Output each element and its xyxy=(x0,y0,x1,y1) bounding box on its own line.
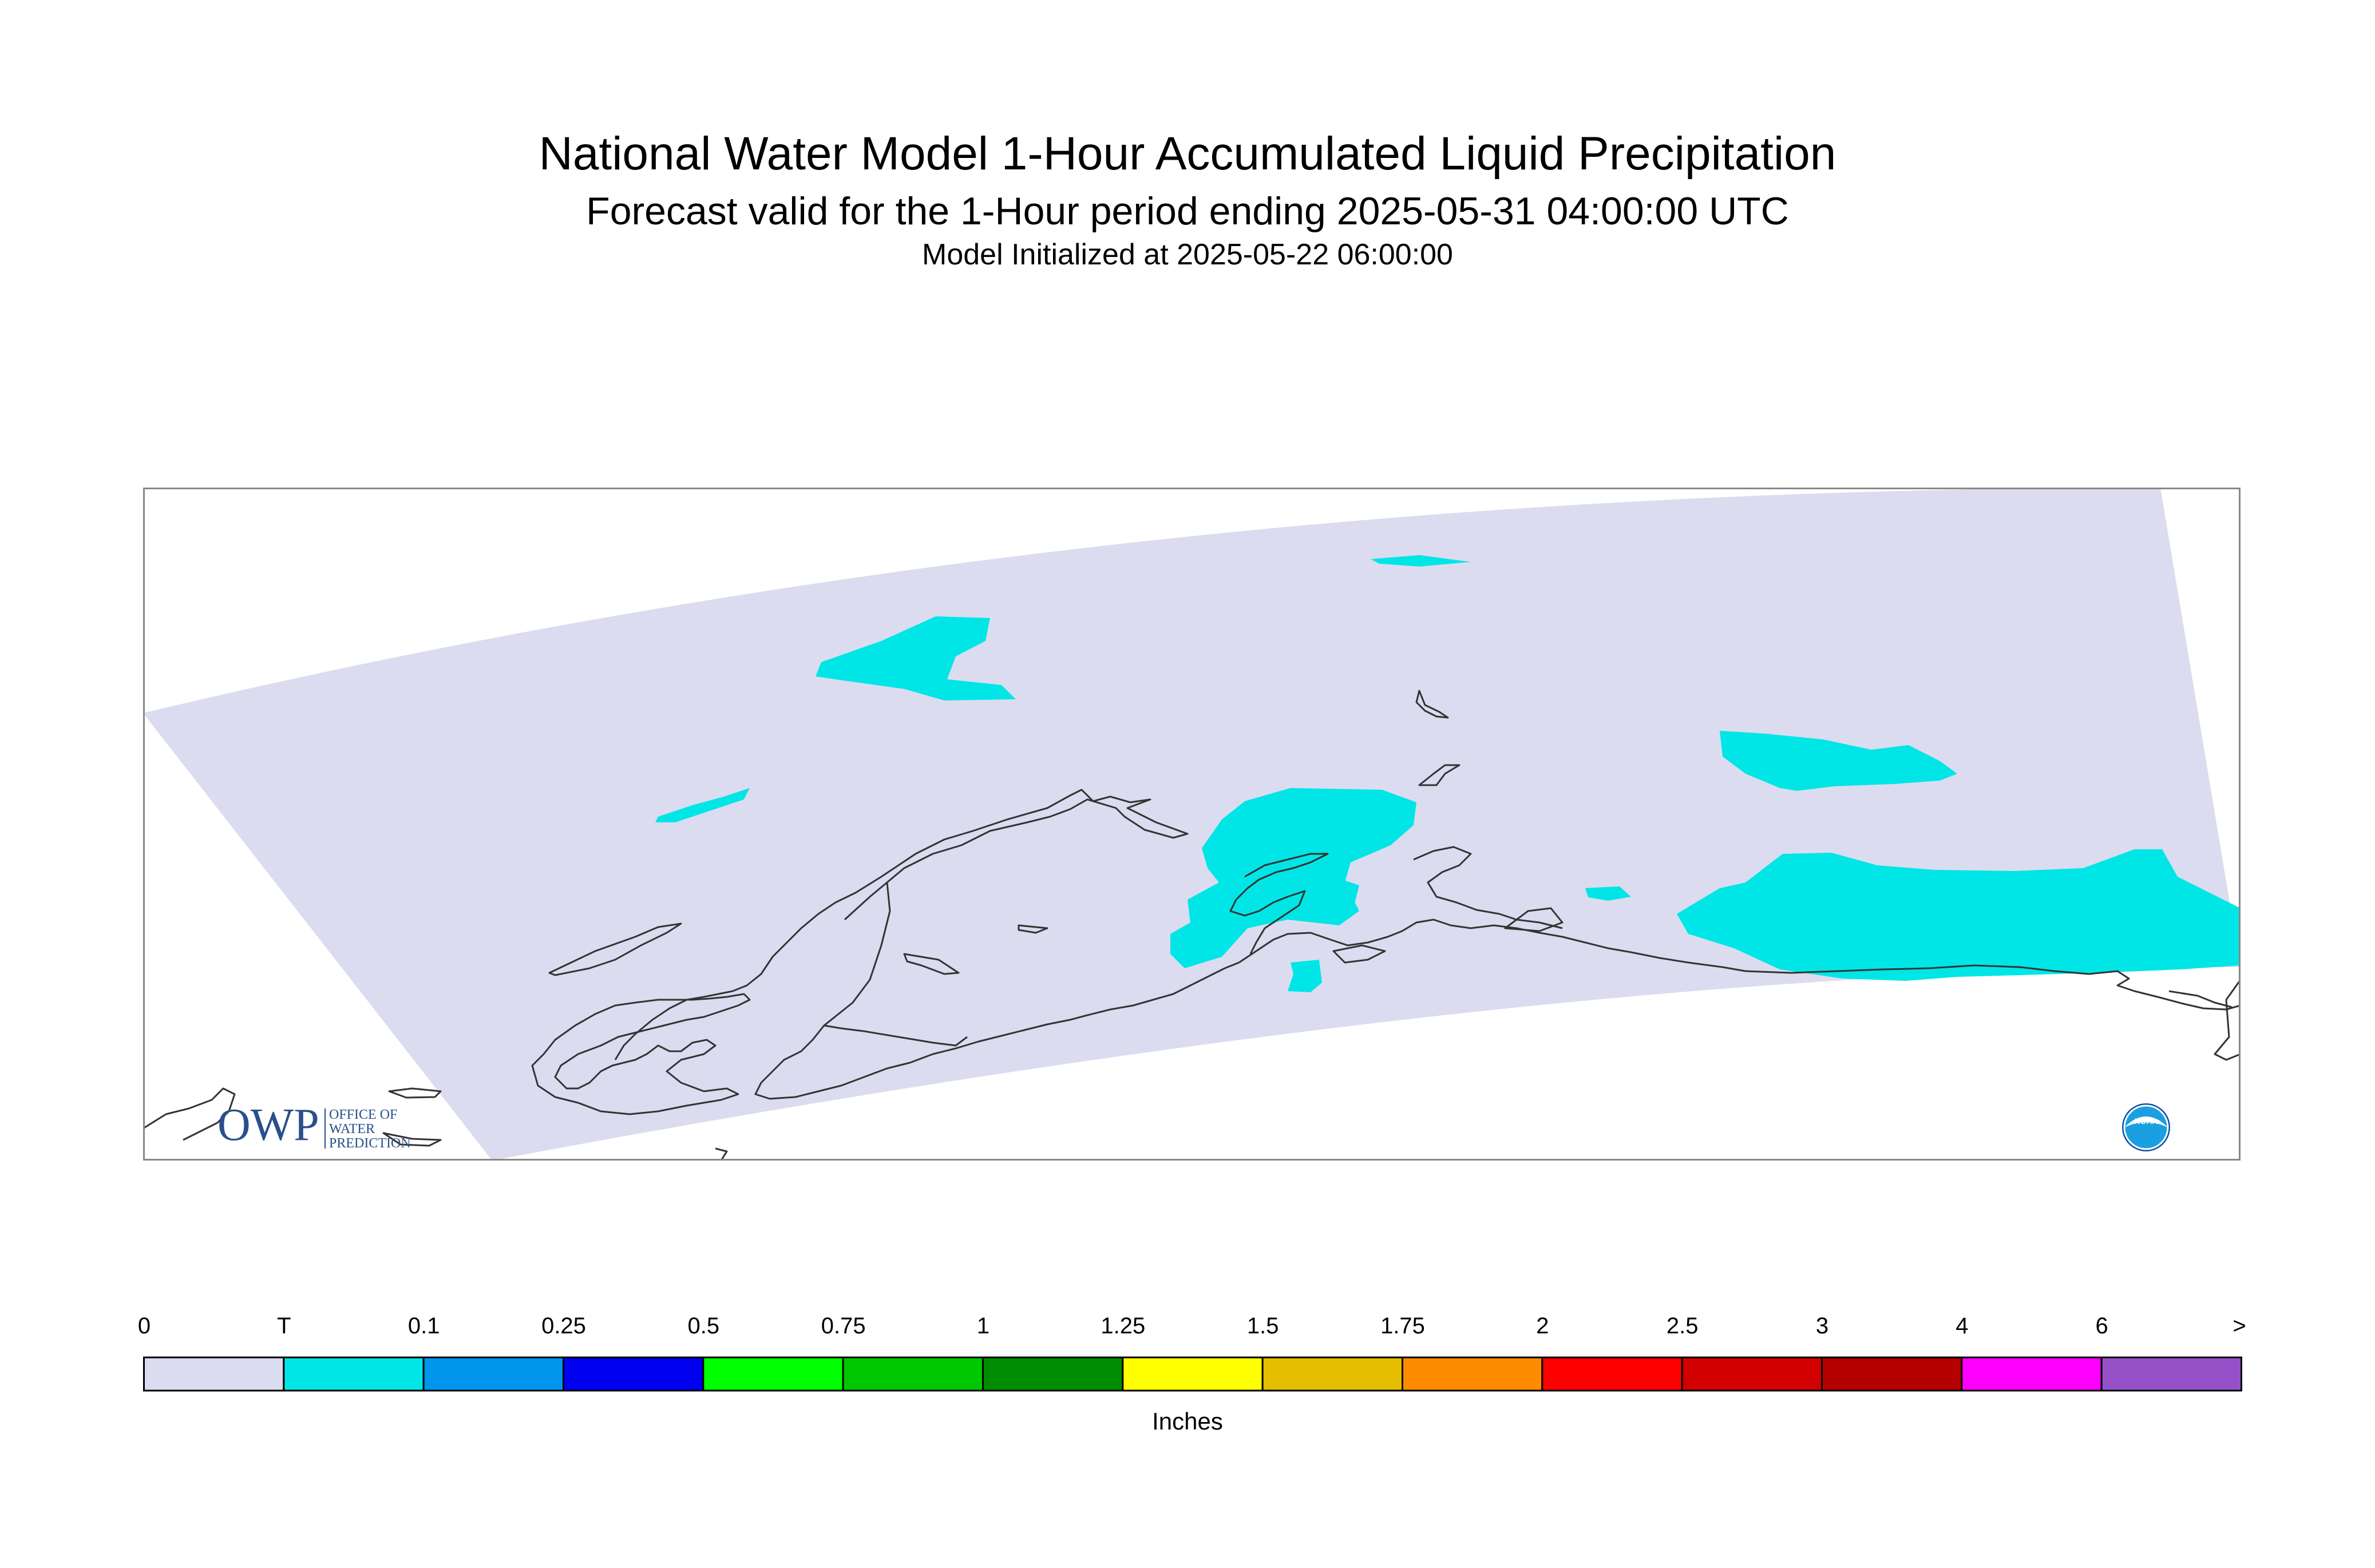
legend-swatch xyxy=(1961,1356,2103,1392)
coastline xyxy=(531,993,751,1115)
coastline xyxy=(143,1087,236,1141)
coastline xyxy=(754,961,1240,1100)
legend-tick-label: 6 xyxy=(2095,1313,2108,1339)
legend-units: Inches xyxy=(1152,1408,1223,1435)
legend-tick-label: 0.5 xyxy=(687,1313,720,1339)
owp-logo: OWP OFFICE OF WATER PREDICTION xyxy=(217,1100,411,1151)
coastlines xyxy=(143,690,2241,1161)
legend-tick-label: 0 xyxy=(137,1313,151,1339)
legend-tick-label: 1 xyxy=(976,1313,990,1339)
coastline xyxy=(2214,979,2241,1061)
coastline xyxy=(388,1087,442,1099)
legend-swatch xyxy=(143,1356,285,1392)
precip-map: OWP OFFICE OF WATER PREDICTION NOAA xyxy=(143,488,2241,1161)
legend-swatch xyxy=(842,1356,984,1392)
coastline xyxy=(1415,690,1449,719)
coastline xyxy=(548,922,682,976)
coastline xyxy=(715,1147,728,1161)
legend-swatch xyxy=(1122,1356,1264,1392)
legend-swatch xyxy=(1261,1356,1403,1392)
coastline xyxy=(382,1132,442,1147)
legend-swatch xyxy=(283,1356,425,1392)
precip-areas xyxy=(655,555,2241,992)
coastline xyxy=(1413,846,1563,929)
coastline xyxy=(1238,918,1746,972)
model-domain xyxy=(143,488,2241,1161)
precip-area xyxy=(1720,731,1957,791)
legend-swatch xyxy=(563,1356,704,1392)
legend-tick-label: 0.25 xyxy=(541,1313,586,1339)
legend-tick-label: 1.25 xyxy=(1101,1313,1146,1339)
owp-logo-line2: WATER xyxy=(329,1122,375,1137)
legend-tick-label: T xyxy=(277,1313,291,1339)
legend-tick-label: 1.5 xyxy=(1246,1313,1279,1339)
coastline xyxy=(1018,924,1048,934)
precip-area xyxy=(1291,877,1359,914)
owp-logo-line1: OFFICE OF xyxy=(329,1107,397,1122)
legend-tick-label: 2 xyxy=(1536,1313,1549,1339)
coastline xyxy=(614,789,1189,1060)
legend-colorbar xyxy=(143,1356,2243,1392)
precip-area xyxy=(1585,886,1631,901)
noaa-logo-text: NOAA xyxy=(2134,1116,2158,1126)
coastline xyxy=(2168,990,2232,1008)
map-subtitle: Forecast valid for the 1-Hour period end… xyxy=(586,189,1789,233)
owp-logo-text: OWP xyxy=(217,1100,319,1150)
coastline xyxy=(903,953,960,975)
model-init-line: Model Initialized at 2025-05-22 06:00:00 xyxy=(922,238,1453,271)
coastline xyxy=(1504,907,1563,932)
legend-tick-label: 0.1 xyxy=(407,1313,440,1339)
precip-area xyxy=(655,788,750,822)
precip-area xyxy=(1677,849,2241,981)
owp-logo-line3: PREDICTION xyxy=(329,1136,411,1151)
coastline xyxy=(1745,964,2241,1011)
legend-swatch xyxy=(1821,1356,1963,1392)
precip-area xyxy=(1288,960,1322,992)
legend-tick-label: 3 xyxy=(1815,1313,1829,1339)
legend-swatch xyxy=(2100,1356,2243,1392)
precip-area xyxy=(816,616,1016,700)
legend-swatch xyxy=(702,1356,844,1392)
legend-tick-label: 4 xyxy=(1956,1313,1969,1339)
coastline xyxy=(1229,853,1329,955)
legend-swatch xyxy=(982,1356,1124,1392)
precip-area xyxy=(1170,788,1416,968)
coastline xyxy=(1332,944,1386,964)
legend-tick-label: > xyxy=(2232,1313,2246,1339)
legend-swatch xyxy=(1541,1356,1683,1392)
legend-swatch xyxy=(422,1356,564,1392)
coastline xyxy=(1418,764,1460,786)
precip-area xyxy=(1371,555,1471,567)
legend-swatch xyxy=(1402,1356,1543,1392)
legend-tick-label: 0.75 xyxy=(821,1313,866,1339)
map-frame xyxy=(143,488,2241,1161)
legend-tick-label: 2.5 xyxy=(1666,1313,1699,1339)
noaa-logo: NOAA xyxy=(2122,1103,2170,1151)
legend-swatch xyxy=(1681,1356,1823,1392)
legend-tick-label: 1.75 xyxy=(1380,1313,1425,1339)
map-title: National Water Model 1-Hour Accumulated … xyxy=(539,128,1836,180)
